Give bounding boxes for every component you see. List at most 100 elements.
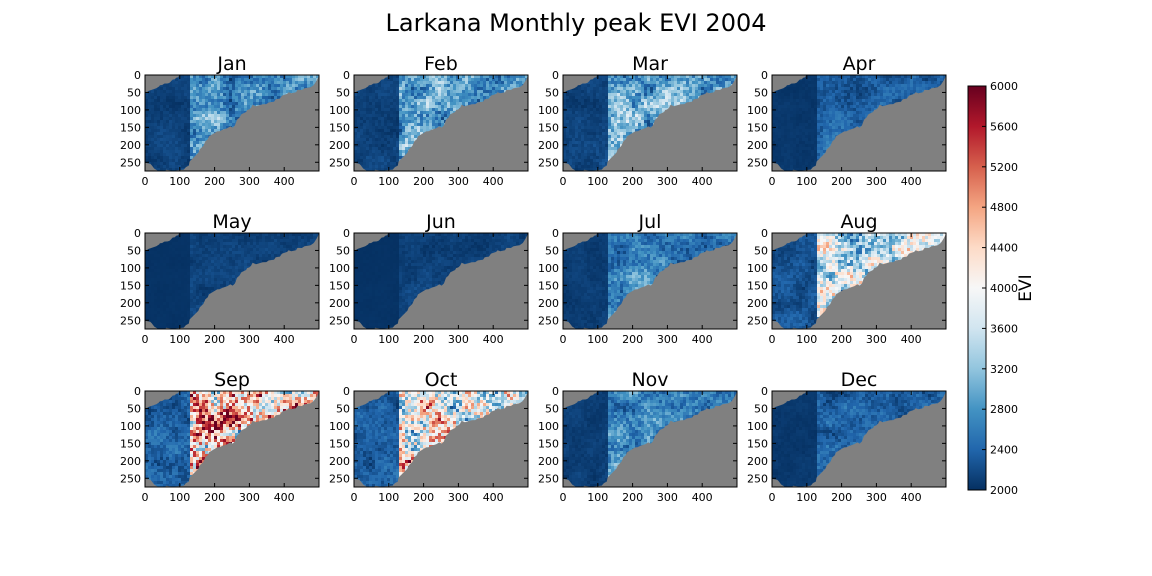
evi-cell: [638, 87, 641, 90]
evi-cell: [629, 123, 632, 126]
evi-cell: [214, 114, 217, 117]
evi-cell: [250, 78, 253, 81]
evi-cell: [417, 129, 420, 132]
evi-cell: [381, 108, 384, 111]
evi-cell: [253, 81, 256, 84]
evi-cell: [223, 75, 226, 78]
evi-cell: [453, 75, 456, 78]
evi-cell: [474, 102, 477, 105]
evi-cell: [572, 114, 575, 117]
evi-cell: [396, 129, 399, 132]
evi-cell: [184, 162, 187, 165]
evi-cell: [360, 141, 363, 144]
evi-cell: [602, 123, 605, 126]
evi-cell: [193, 144, 196, 147]
evi-cell: [626, 117, 629, 120]
evi-cell: [396, 90, 399, 93]
evi-cell: [432, 105, 435, 108]
evi-cell: [471, 75, 474, 78]
evi-cell: [372, 156, 375, 159]
evi-cell: [635, 96, 638, 99]
evi-cell: [360, 99, 363, 102]
evi-cell: [635, 99, 638, 102]
evi-cell: [671, 102, 674, 105]
evi-cell: [596, 84, 599, 87]
evi-cell: [184, 114, 187, 117]
evi-cell: [187, 123, 190, 126]
evi-cell: [590, 135, 593, 138]
evi-cell: [295, 84, 298, 87]
evi-cell: [184, 129, 187, 132]
evi-cell: [304, 81, 307, 84]
evi-cell: [226, 108, 229, 111]
evi-cell: [605, 126, 608, 129]
evi-cell: [429, 96, 432, 99]
evi-cell: [593, 78, 596, 81]
evi-cell: [602, 90, 605, 93]
evi-cell: [163, 138, 166, 141]
evi-cell: [211, 120, 214, 123]
evi-cell: [566, 99, 569, 102]
evi-cell: [208, 108, 211, 111]
evi-cell: [178, 120, 181, 123]
evi-cell: [641, 93, 644, 96]
evi-cell: [157, 114, 160, 117]
evi-cell: [716, 84, 719, 87]
evi-cell: [665, 81, 668, 84]
evi-cell: [193, 78, 196, 81]
evi-cell: [172, 144, 175, 147]
evi-cell: [208, 117, 211, 120]
evi-cell: [214, 90, 217, 93]
evi-cell: [381, 138, 384, 141]
evi-cell: [417, 114, 420, 117]
evi-cell: [408, 141, 411, 144]
evi-cell: [423, 129, 426, 132]
evi-cell: [426, 96, 429, 99]
evi-cell: [169, 90, 172, 93]
evi-cell: [151, 99, 154, 102]
evi-cell: [181, 144, 184, 147]
evi-cell: [402, 111, 405, 114]
evi-cell: [614, 105, 617, 108]
evi-cell: [623, 87, 626, 90]
evi-cell: [587, 117, 590, 120]
evi-cell: [250, 102, 253, 105]
evi-cell: [190, 90, 193, 93]
evi-cell: [477, 99, 480, 102]
evi-cell: [175, 129, 178, 132]
evi-cell: [474, 75, 477, 78]
evi-cell: [160, 165, 163, 168]
evi-cell: [151, 156, 154, 159]
evi-cell: [578, 111, 581, 114]
evi-cell: [247, 87, 250, 90]
evi-cell: [247, 96, 250, 99]
evi-cell: [178, 87, 181, 90]
evi-cell: [602, 105, 605, 108]
evi-cell: [569, 117, 572, 120]
evi-cell: [205, 96, 208, 99]
evi-cell: [172, 102, 175, 105]
evi-cell: [629, 132, 632, 135]
evi-cell: [366, 138, 369, 141]
evi-cell: [417, 81, 420, 84]
evi-cell: [169, 102, 172, 105]
evi-cell: [172, 129, 175, 132]
evi-cell: [271, 84, 274, 87]
evi-cell: [196, 141, 199, 144]
evi-cell: [175, 165, 178, 168]
evi-cell: [644, 99, 647, 102]
evi-cell: [671, 78, 674, 81]
evi-cell: [441, 78, 444, 81]
evi-cell: [369, 168, 372, 171]
evi-cell: [175, 105, 178, 108]
evi-cell: [357, 93, 360, 96]
evi-cell: [623, 114, 626, 117]
evi-cell: [280, 84, 283, 87]
evi-cell: [310, 81, 313, 84]
evi-cell: [360, 162, 363, 165]
evi-cell: [459, 84, 462, 87]
evi-cell: [429, 90, 432, 93]
evi-cell: [423, 93, 426, 96]
evi-cell: [405, 75, 408, 78]
y-tick-label: 200: [120, 139, 141, 152]
